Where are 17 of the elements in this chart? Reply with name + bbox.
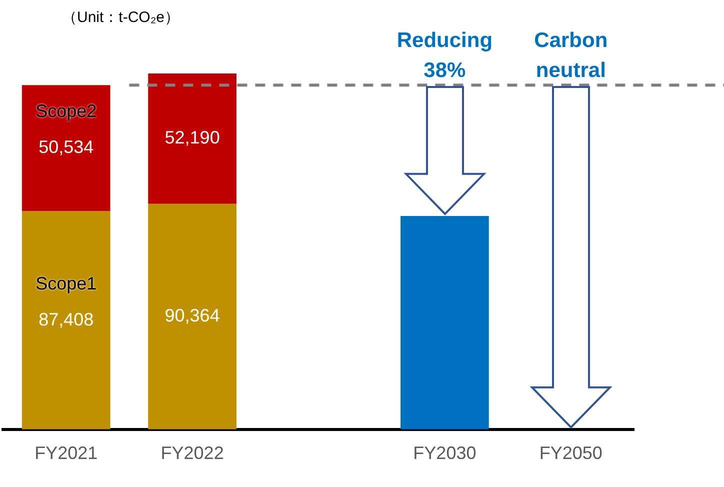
data-label: 50,534	[38, 137, 94, 158]
series-label: Scope2	[36, 101, 97, 122]
x-tick-label: FY2022	[160, 443, 224, 464]
x-tick-label: FY2021	[34, 443, 98, 464]
text: （Unit：t-CO₂e）	[62, 9, 180, 26]
x-tick-label: FY2030	[413, 443, 476, 464]
data-label: 52,190	[164, 128, 220, 148]
annotation: Reducing 38%	[396, 29, 493, 82]
annotation: Carbon neutral	[534, 29, 608, 82]
data-label: 87,408	[38, 309, 94, 330]
bar	[148, 74, 236, 204]
series-label: Scope1	[36, 273, 97, 294]
bar	[22, 85, 110, 212]
bar	[22, 211, 110, 430]
data-label: 90,364	[164, 306, 220, 326]
x-tick-label: FY2050	[539, 443, 602, 464]
bar	[148, 204, 236, 430]
